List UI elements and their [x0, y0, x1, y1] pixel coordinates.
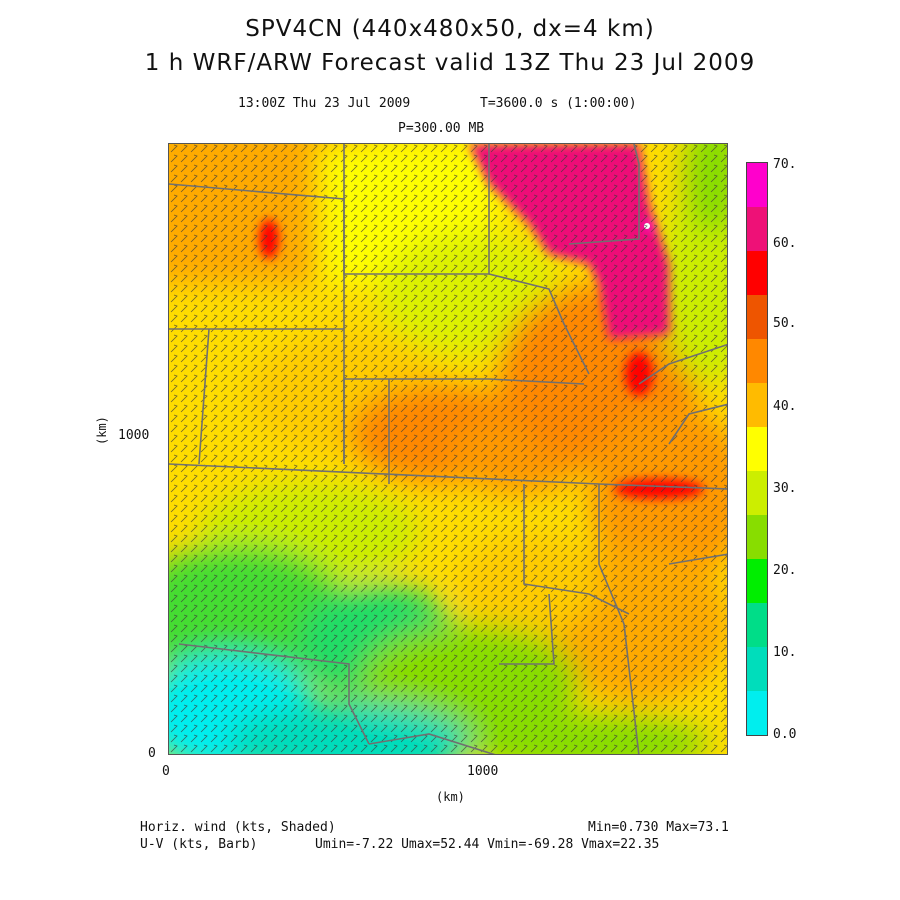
colorbar-segment: [747, 251, 767, 295]
title-line-1: SPV4CN (440x480x50, dx=4 km): [245, 16, 655, 42]
colorbar-segment: [747, 295, 767, 339]
wind-map-plot: [168, 143, 728, 755]
colorbar-segment: [747, 383, 767, 427]
colorbar-label-20: 20.: [773, 563, 797, 578]
colorbar-segment: [747, 559, 767, 603]
x-axis-unit: (km): [436, 790, 465, 804]
wind-barbs: [169, 144, 727, 754]
colorbar-label-70: 70.: [773, 157, 797, 172]
y-tick-1000: 1000: [118, 428, 150, 443]
valid-time-label: 13:00Z Thu 23 Jul 2009: [238, 96, 411, 111]
colorbar-label-0: 0.0: [773, 727, 797, 742]
pressure-level-label: P=300.00 MB: [398, 121, 485, 136]
colorbar-segment: [747, 427, 767, 471]
colorbar-segment: [747, 691, 767, 735]
colorbar-label-40: 40.: [773, 399, 797, 414]
barb-field-label: U-V (kts, Barb): [140, 837, 258, 852]
y-axis-unit: (km): [95, 416, 109, 445]
colorbar-segment: [747, 515, 767, 559]
colorbar-segment: [747, 603, 767, 647]
colorbar-segment: [747, 163, 767, 207]
uv-stats-label: Umin=-7.22 Umax=52.44 Vmin=-69.28 Vmax=2…: [315, 837, 660, 852]
colorbar-segment: [747, 339, 767, 383]
colorbar-label-60: 60.: [773, 236, 797, 251]
colorbar-label-30: 30.: [773, 481, 797, 496]
state-boundaries: [169, 144, 727, 754]
colorbar-segment: [747, 647, 767, 691]
shaded-field-label: Horiz. wind (kts, Shaded): [140, 820, 336, 835]
x-tick-0: 0: [162, 764, 170, 779]
minmax-label: Min=0.730 Max=73.1: [588, 820, 729, 835]
colorbar: [746, 162, 768, 736]
colorbar-segment: [747, 471, 767, 515]
x-tick-1000: 1000: [467, 764, 499, 779]
colorbar-segment: [747, 207, 767, 251]
title-line-2: 1 h WRF/ARW Forecast valid 13Z Thu 23 Ju…: [144, 50, 756, 76]
y-tick-0: 0: [148, 746, 156, 761]
colorbar-label-50: 50.: [773, 316, 797, 331]
colorbar-label-10: 10.: [773, 645, 797, 660]
model-time-label: T=3600.0 s (1:00:00): [480, 96, 637, 111]
